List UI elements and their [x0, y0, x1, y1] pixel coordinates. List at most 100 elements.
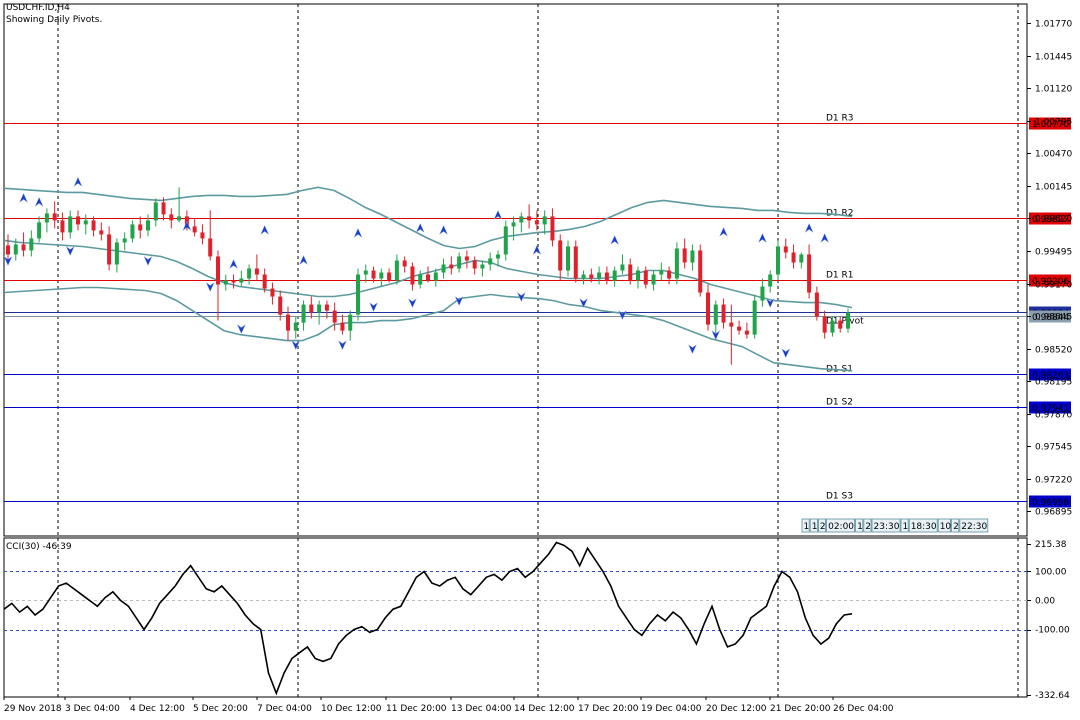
candle-14	[114, 238, 119, 273]
candle-13	[107, 226, 112, 271]
candle-body	[200, 232, 205, 239]
pivot-value-text-5: 0.97941	[1032, 404, 1069, 414]
candle-body	[169, 214, 174, 221]
candle-39	[309, 296, 314, 319]
price-tick-label-8: 0.99170	[1035, 281, 1072, 291]
candle-body	[496, 254, 500, 259]
bollinger-lower	[3, 286, 853, 372]
pivot-value-text-4: 0.98263	[1032, 371, 1069, 381]
candle-93	[729, 304, 734, 365]
candle-104	[814, 286, 819, 321]
fractal-up-10	[493, 209, 503, 221]
candle-52	[410, 262, 415, 291]
candle-89	[698, 244, 703, 297]
candle-71	[558, 234, 563, 281]
candle-body	[706, 292, 710, 325]
fractal-down-6	[337, 340, 347, 351]
candle-12	[99, 222, 104, 241]
candle-82	[643, 266, 648, 289]
candle-27	[216, 250, 220, 321]
cci-panel: CCI(30) -46.39 215.38 100.00 0.00 -100.00 -33…	[3, 540, 1070, 701]
candle-body	[550, 216, 555, 241]
candle-body	[418, 274, 423, 285]
candle-body	[91, 220, 96, 231]
candle-body	[99, 230, 104, 235]
fractal-up-0	[19, 192, 29, 203]
fractal-up-5	[260, 224, 270, 236]
candle-18	[146, 214, 150, 237]
time-tick-label-3: 5 Dec 20:00	[193, 704, 248, 714]
candle-69	[542, 210, 547, 235]
fractal-up-7	[353, 227, 363, 239]
cci-line	[3, 541, 853, 696]
candle-100	[783, 238, 788, 259]
separator-cell-3	[826, 518, 855, 533]
candle-20	[161, 197, 166, 221]
separator-cell-10	[951, 518, 960, 533]
main-grid	[3, 3, 1028, 698]
candle-90	[706, 284, 710, 331]
candle-25	[200, 224, 205, 245]
fractal-up-15	[804, 222, 814, 234]
candle-body	[682, 248, 687, 263]
candle-body	[394, 260, 399, 281]
candle-26	[208, 210, 213, 261]
candle-54	[426, 266, 430, 283]
time-tick-label-11: 20 Dec 12:00	[706, 704, 767, 714]
candle-body	[379, 272, 384, 279]
candle-61	[480, 260, 485, 277]
price-tick-label-3: 1.00795	[1035, 118, 1072, 128]
candle-body	[822, 316, 827, 333]
candle-85	[667, 266, 672, 285]
fractal-up-16	[820, 232, 830, 244]
candle-body	[651, 274, 656, 285]
candle-body	[340, 322, 345, 331]
candle-108	[846, 308, 850, 333]
candle-6	[52, 201, 57, 229]
candle-body	[830, 320, 835, 333]
candle-body	[597, 272, 602, 279]
candle-body	[441, 264, 446, 273]
price-axis: 1.01770 1.01445 1.01120 1.00795 1.00470 1.001…	[1027, 20, 1072, 518]
candle-body	[534, 220, 539, 225]
candle-96	[752, 294, 757, 339]
candle-body	[690, 250, 695, 263]
fractal-down-12	[617, 309, 627, 321]
candle-45	[356, 268, 360, 321]
candle-8	[68, 210, 73, 239]
current-price-text: 0.98844	[1032, 313, 1069, 323]
separator-text-8: 18:30	[911, 522, 937, 532]
candle-30	[239, 270, 244, 287]
candle-body	[791, 252, 796, 263]
indicator-subtitle: Showing Daily Pivots.	[6, 15, 103, 25]
candle-58	[457, 252, 462, 273]
separator-text-3: 02:00	[828, 522, 854, 532]
candle-body	[301, 304, 306, 323]
fractals	[3, 176, 830, 359]
candle-53	[418, 270, 423, 289]
separator-cell-7	[900, 518, 909, 533]
cci-tick-label-1: 100.00	[1035, 567, 1067, 577]
candle-59	[464, 250, 469, 269]
candle-body	[799, 254, 804, 263]
price-tick-label-7: 0.99495	[1035, 248, 1072, 258]
candle-64	[503, 220, 508, 261]
candle-3	[29, 230, 34, 257]
candle-body	[223, 280, 228, 285]
candle-body	[527, 216, 532, 221]
candle-43	[340, 314, 345, 335]
candle-body	[807, 254, 812, 293]
candle-44	[348, 310, 353, 341]
candle-body	[721, 304, 726, 323]
candle-95	[744, 322, 749, 339]
candle-86	[674, 242, 679, 285]
candle-body	[371, 270, 376, 279]
candle-body	[542, 216, 547, 225]
candle-body	[480, 264, 485, 269]
pivot-label-5: D1 S2	[826, 398, 853, 408]
candle-77	[604, 266, 609, 285]
fractal-down-13	[687, 344, 697, 355]
candles	[6, 187, 850, 365]
pivot-value-text-1: 0.99827	[1032, 215, 1069, 225]
